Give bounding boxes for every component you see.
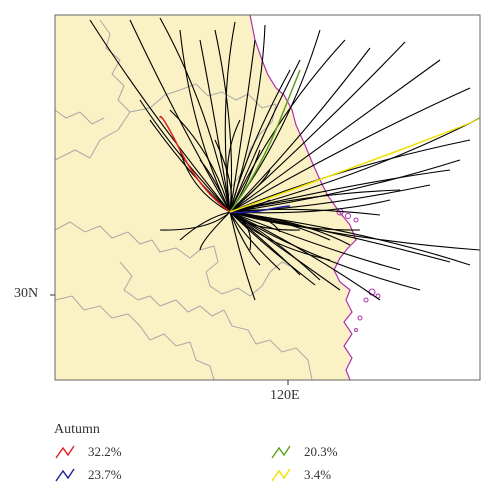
trajectory-line [229,211,381,301]
trajectory-line [149,119,231,213]
trajectory-line [229,59,301,213]
legend-item-green: 20.3% [270,443,338,461]
trajectory-line [229,211,301,276]
legend-item-red: 32.2% [54,443,122,461]
legend-swatch-red [55,445,75,459]
trajectory-line [229,184,431,213]
trajectory-line [179,211,231,241]
trajectory-line [229,211,421,291]
land-area [55,15,356,380]
trajectory-line [229,211,256,301]
trajectory-line [229,211,471,266]
latitude-label: 30N [14,286,39,301]
trajectory-line [179,149,231,213]
trajectory-lines [89,17,480,301]
trajectory-line [159,17,231,213]
legend-item-yellow: 3.4% [270,466,331,484]
trajectory-line [229,139,471,213]
map-frame [54,14,481,381]
trajectory-line [229,39,256,213]
trajectory-line [229,69,291,213]
trajectory-line [169,109,231,213]
legend-title: Autumn [54,422,100,437]
trajectory-line [229,189,401,213]
trajectory-line [159,211,231,231]
trajectory-line [229,87,471,213]
trajectory-line [229,59,441,213]
trajectory-line [229,211,281,271]
trajectory-line [89,19,231,213]
trajectory-line [229,169,271,213]
trajectory-line [229,47,371,213]
legend-label-yellow: 3.4% [304,467,332,482]
trajectory-line [229,211,401,271]
trajectory-line [199,159,231,213]
legend-label-green: 20.3% [304,444,338,459]
trajectory-line [226,119,241,213]
legend-swatch-yellow [271,468,291,482]
coastline [249,15,357,380]
legend-item-blue: 23.7% [54,466,122,484]
trajectory-line [199,39,231,213]
trajectory-line [229,39,346,213]
legend-label-blue: 23.7% [88,467,122,482]
trajectory-line [229,159,461,213]
province-borders [55,19,313,380]
trajectory-line [139,99,231,213]
trajectory-line [229,211,480,251]
cluster-mean-trajectory [159,116,231,213]
longitude-label: 120E [270,388,300,403]
cluster-mean-trajectory [229,117,480,213]
trajectory-line [229,211,316,286]
legend-swatch-blue [55,468,75,482]
legend-swatch-green [271,445,291,459]
trajectory-line [214,139,233,213]
cluster-mean-trajectory [229,205,291,214]
legend-label-red: 32.2% [88,444,122,459]
trajectory-line [229,211,261,266]
trajectory-line [229,211,341,291]
cluster-mean-trajectory [229,69,301,213]
trajectory-line [199,211,231,251]
